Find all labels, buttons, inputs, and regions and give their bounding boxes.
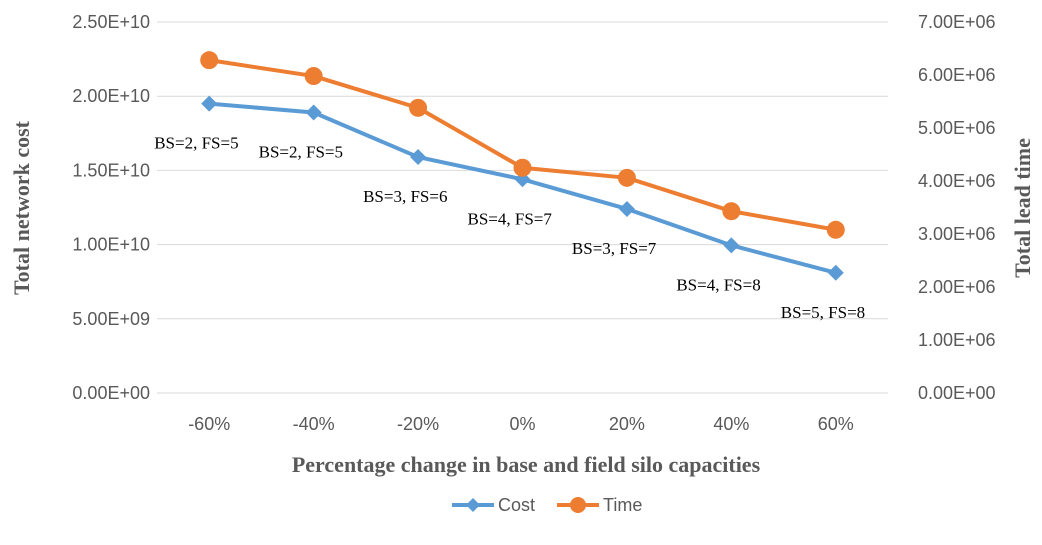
legend-label-time: Time <box>603 495 642 515</box>
data-point-cost <box>201 95 218 112</box>
data-point-cost <box>618 200 635 217</box>
data-label: BS=3, FS=7 <box>572 239 657 258</box>
y2-tick-label: 4.00E+06 <box>918 171 996 191</box>
y-tick-label: 2.50E+10 <box>72 12 150 32</box>
y-tick-label: 5.00E+09 <box>72 309 150 329</box>
y-axis-right: 0.00E+00 1.00E+06 2.00E+06 3.00E+06 4.00E+06… <box>918 12 996 403</box>
data-point-cost <box>305 104 322 121</box>
data-label: BS=3, FS=6 <box>363 187 447 206</box>
data-point-cost <box>723 237 740 254</box>
x-axis: -60% -40% -20% 0% 20% 40% 60% <box>188 414 854 434</box>
x-tick-label: -40% <box>293 414 335 434</box>
legend: Cost Time <box>452 495 642 515</box>
data-point-time <box>304 67 323 86</box>
data-label: BS=4, FS=7 <box>468 209 553 228</box>
legend-marker-cost <box>466 498 480 512</box>
y-tick-label: 0.00E+00 <box>72 383 150 403</box>
y-axis-title: Total network cost <box>9 120 34 295</box>
y2-tick-label: 7.00E+06 <box>918 12 996 32</box>
legend-label-cost: Cost <box>498 495 535 515</box>
series-line-cost <box>207 101 838 275</box>
data-point-time <box>826 220 845 239</box>
y2-tick-label: 6.00E+06 <box>918 65 996 85</box>
data-point-time <box>722 202 741 221</box>
x-axis-title: Percentage change in base and field silo… <box>292 452 761 477</box>
data-point-cost <box>410 149 427 166</box>
data-point-time <box>409 98 428 117</box>
data-point-time <box>513 158 532 177</box>
gridlines <box>157 21 888 394</box>
y2-tick-label: 0.00E+00 <box>918 383 996 403</box>
x-tick-label: -20% <box>397 414 439 434</box>
data-point-time <box>617 168 636 187</box>
y-axis-left: 0.00E+00 5.00E+09 1.00E+10 1.50E+10 2.00E+10… <box>72 12 150 403</box>
y2-tick-label: 1.00E+06 <box>918 330 996 350</box>
data-label: BS=4, FS=8 <box>676 275 760 294</box>
y-tick-label: 2.00E+10 <box>72 86 150 106</box>
y-tick-label: 1.00E+10 <box>72 235 150 255</box>
x-tick-label: 40% <box>713 414 749 434</box>
y2-axis-title: Total lead time <box>1010 138 1035 278</box>
legend-marker-time <box>570 497 586 513</box>
data-label: BS=2, FS=5 <box>154 134 238 153</box>
x-tick-label: 20% <box>609 414 645 434</box>
series-layer <box>200 51 845 281</box>
y-tick-label: 1.50E+10 <box>72 160 150 180</box>
y2-tick-label: 2.00E+06 <box>918 277 996 297</box>
y2-tick-label: 5.00E+06 <box>918 118 996 138</box>
data-label: BS=2, FS=5 <box>259 143 343 162</box>
x-tick-label: -60% <box>188 414 230 434</box>
y2-tick-label: 3.00E+06 <box>918 224 996 244</box>
data-label: BS=5, FS=8 <box>781 303 865 322</box>
x-tick-label: 60% <box>818 414 854 434</box>
annotations: BS=2, FS=5 BS=2, FS=5 BS=3, FS=6 BS=4, FS=7… <box>154 134 865 322</box>
data-point-time <box>200 51 219 70</box>
x-tick-label: 0% <box>509 414 535 434</box>
data-point-cost <box>827 264 844 281</box>
